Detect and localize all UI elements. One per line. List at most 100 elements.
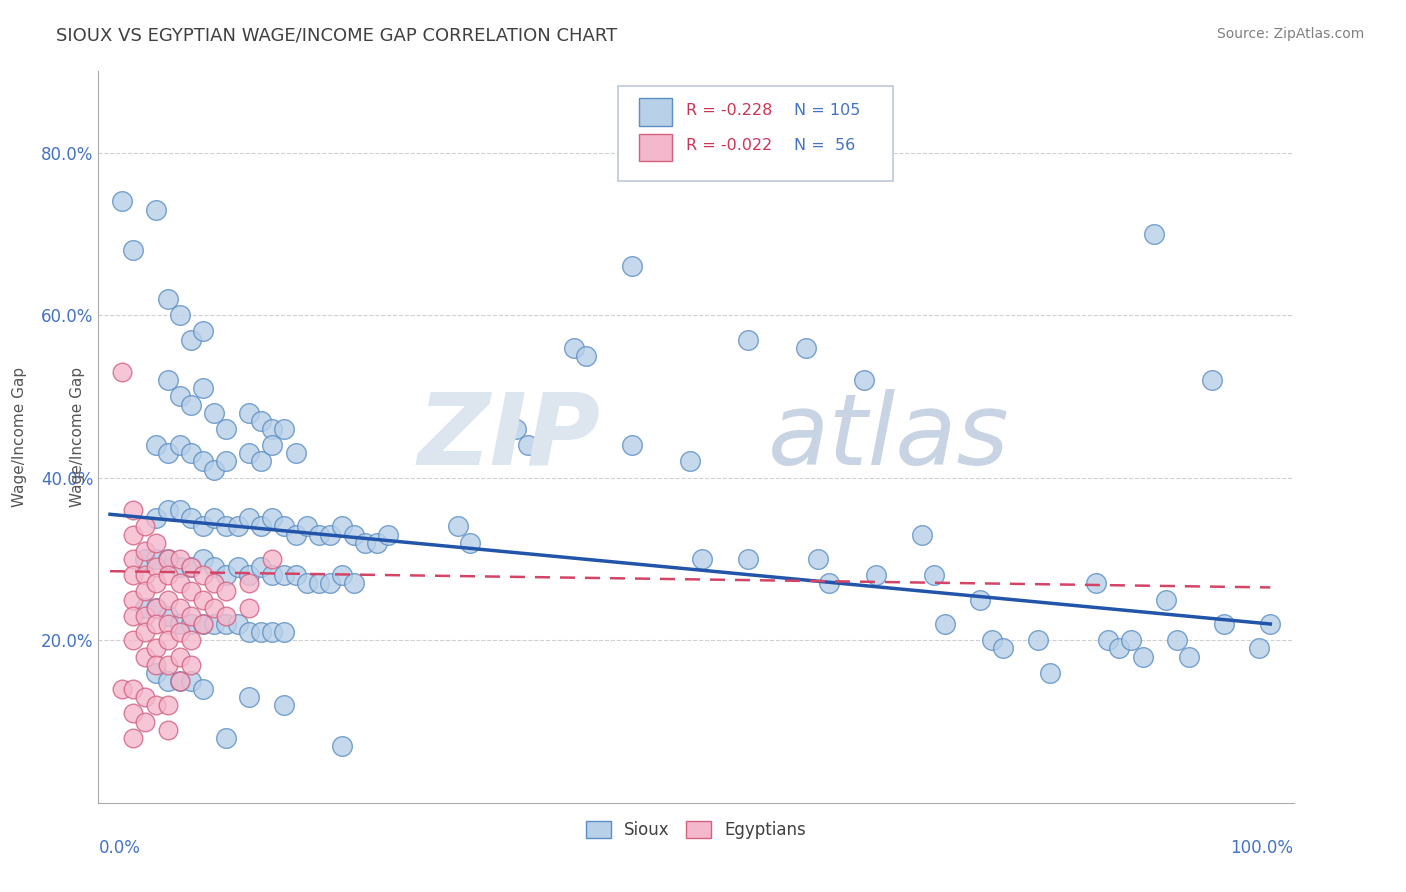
Point [169, 503, 191, 517]
Point [111, 681, 134, 696]
Point [215, 422, 238, 436]
Point [262, 625, 284, 640]
Point [215, 617, 238, 632]
Point [122, 608, 145, 623]
Point [191, 519, 214, 533]
Point [145, 552, 167, 566]
Point [134, 600, 156, 615]
Point [145, 202, 167, 217]
Point [122, 552, 145, 566]
Point [1212, 617, 1234, 632]
Point [330, 739, 353, 753]
FancyBboxPatch shape [619, 86, 893, 181]
Point [122, 706, 145, 721]
Point [319, 576, 342, 591]
Point [157, 503, 180, 517]
Point [122, 633, 145, 648]
Point [169, 673, 191, 688]
Point [191, 617, 214, 632]
Point [145, 665, 167, 680]
Point [157, 592, 180, 607]
Point [169, 389, 191, 403]
Point [134, 649, 156, 664]
Point [191, 381, 214, 395]
Point [807, 552, 830, 566]
Legend: Sioux, Egyptians: Sioux, Egyptians [579, 814, 813, 846]
Point [737, 333, 759, 347]
Point [1247, 641, 1270, 656]
Point [145, 617, 167, 632]
Point [145, 600, 167, 615]
Point [366, 535, 388, 549]
Point [145, 641, 167, 656]
Point [319, 527, 342, 541]
Point [134, 714, 156, 729]
Point [111, 194, 134, 209]
Point [145, 511, 167, 525]
Point [157, 617, 180, 632]
Point [204, 617, 226, 632]
Point [934, 617, 956, 632]
Text: atlas: atlas [768, 389, 1010, 485]
Point [447, 519, 470, 533]
Point [297, 519, 319, 533]
Point [157, 292, 180, 306]
Point [191, 552, 214, 566]
Point [204, 462, 226, 476]
Point [1085, 576, 1108, 591]
Point [262, 438, 284, 452]
Point [1039, 665, 1062, 680]
Point [969, 592, 991, 607]
Point [180, 560, 202, 574]
Point [238, 511, 260, 525]
Point [1178, 649, 1201, 664]
Point [145, 560, 167, 574]
Point [157, 657, 180, 672]
Point [853, 373, 876, 387]
Bar [638, 98, 672, 127]
Point [191, 568, 214, 582]
Point [1143, 227, 1166, 241]
Point [180, 398, 202, 412]
Text: 0.0%: 0.0% [98, 839, 141, 857]
Point [273, 519, 295, 533]
Point [516, 438, 538, 452]
Point [794, 341, 817, 355]
Point [238, 446, 260, 460]
Point [169, 552, 191, 566]
Point [180, 446, 202, 460]
Point [157, 633, 180, 648]
Text: SIOUX VS EGYPTIAN WAGE/INCOME GAP CORRELATION CHART: SIOUX VS EGYPTIAN WAGE/INCOME GAP CORREL… [56, 27, 617, 45]
Point [191, 325, 214, 339]
Point [1166, 633, 1188, 648]
Point [180, 657, 202, 672]
Point [238, 406, 260, 420]
Point [122, 568, 145, 582]
Point [505, 422, 527, 436]
Point [273, 625, 295, 640]
Point [157, 552, 180, 566]
Point [284, 446, 307, 460]
Point [980, 633, 1002, 648]
Point [169, 308, 191, 322]
Point [180, 584, 202, 599]
Point [865, 568, 887, 582]
Point [157, 698, 180, 713]
Bar [638, 134, 672, 161]
Point [157, 373, 180, 387]
Point [250, 625, 273, 640]
Point [169, 438, 191, 452]
Point [191, 454, 214, 468]
Point [1258, 617, 1281, 632]
Point [145, 576, 167, 591]
Point [180, 511, 202, 525]
Point [215, 731, 238, 745]
Point [122, 681, 145, 696]
Point [690, 552, 713, 566]
Point [250, 560, 273, 574]
Point [180, 633, 202, 648]
Point [215, 584, 238, 599]
Point [204, 406, 226, 420]
Point [250, 454, 273, 468]
Point [1108, 641, 1130, 656]
